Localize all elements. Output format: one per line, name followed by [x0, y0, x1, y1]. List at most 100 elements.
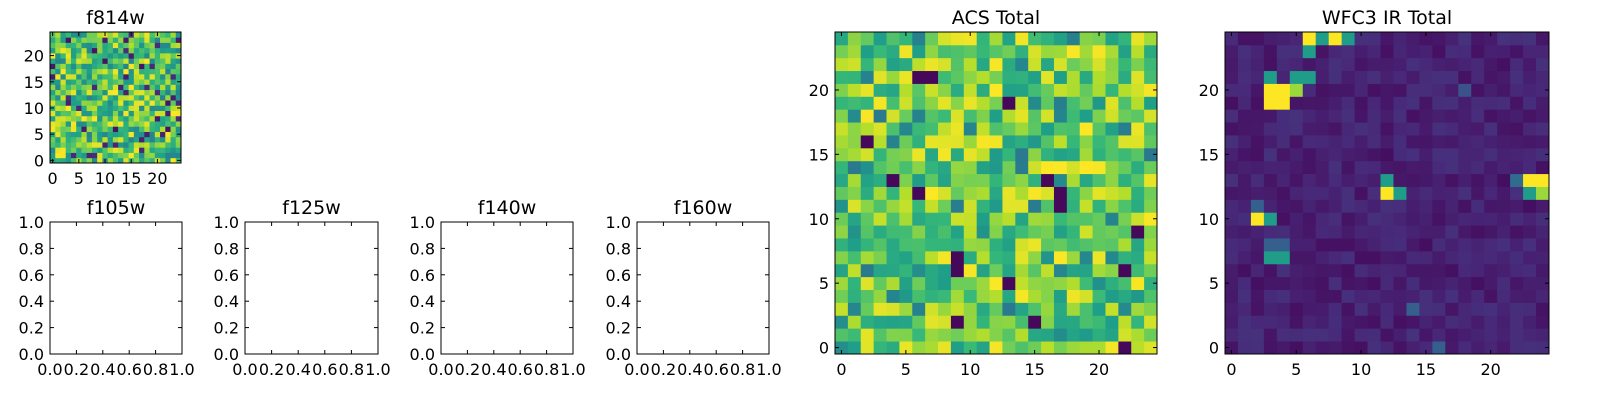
heatmap-cell [1471, 315, 1485, 329]
heatmap-cell [1015, 199, 1029, 213]
heatmap-cell [1367, 225, 1381, 239]
heatmap-cell [1041, 212, 1055, 226]
heatmap-cell [1484, 328, 1498, 342]
heatmap-cell [1445, 122, 1459, 136]
heatmap-cell [1419, 160, 1433, 175]
heatmap-cell [1354, 250, 1368, 265]
heatmap-cell [65, 58, 72, 64]
heatmap-cell [1445, 328, 1459, 342]
heatmap-cell [1406, 238, 1420, 252]
heatmap-cell [1458, 83, 1472, 97]
heatmap-cell [1341, 135, 1355, 149]
heatmap-cell [1250, 44, 1265, 59]
heatmap-cell [1015, 96, 1029, 110]
heatmap-cell [963, 341, 978, 355]
heatmap-cell [1289, 96, 1304, 110]
heatmap-cell [1144, 109, 1158, 123]
heatmap-cell [1237, 109, 1252, 123]
y-tick-label: 15 [1199, 145, 1219, 164]
heatmap-cell [1302, 289, 1317, 303]
heatmap-cell [1041, 302, 1055, 316]
heatmap-cell [1263, 302, 1278, 316]
heatmap-cell [1328, 276, 1343, 290]
heatmap-cell [912, 263, 926, 278]
heatmap-cell [1445, 199, 1459, 213]
heatmap-cell [1328, 328, 1343, 342]
heatmap-cell [1445, 315, 1459, 329]
heatmap-cell [97, 136, 103, 143]
heatmap-cell [70, 58, 77, 64]
heatmap-cell [170, 94, 177, 101]
heatmap-cell [86, 94, 93, 101]
heatmap-cell [1341, 83, 1355, 97]
heatmap-cell [1302, 263, 1317, 278]
x-tick-label: 0.8 [339, 360, 364, 379]
heatmap-cell [1510, 328, 1524, 342]
heatmap-cell [112, 37, 119, 43]
heatmap-cell [1302, 225, 1317, 239]
heatmap-cell [1079, 289, 1093, 303]
heatmap-cell [1015, 263, 1029, 278]
heatmap-cell [149, 79, 156, 85]
heatmap-cell [1536, 315, 1550, 329]
heatmap-cell [1302, 122, 1317, 136]
heatmap-cell [1445, 250, 1459, 265]
heatmap-cell [102, 142, 109, 148]
heatmap-cell [1053, 225, 1068, 239]
heatmap-cell [1289, 57, 1304, 72]
y-tick-label: 10 [24, 99, 44, 118]
heatmap-cell [1510, 225, 1524, 239]
heatmap-cell [1002, 328, 1016, 342]
heatmap-cell [1536, 96, 1550, 110]
heatmap-cell [149, 84, 156, 91]
heatmap-cell [91, 63, 98, 70]
heatmap-cell [1380, 83, 1394, 97]
heatmap-cell [65, 42, 72, 49]
axes-frame [636, 221, 770, 355]
heatmap-cell [1328, 70, 1343, 84]
heatmap-cell [91, 37, 98, 43]
heatmap-cell [847, 302, 862, 316]
heatmap-cell [1066, 122, 1081, 136]
heatmap-cell [912, 315, 926, 329]
heatmap-cell [1354, 122, 1368, 136]
heatmap-cell [1484, 83, 1498, 97]
heatmap-cell [1066, 109, 1081, 123]
heatmap-cell [1497, 57, 1511, 72]
y-tick-label: 15 [24, 73, 44, 92]
heatmap-cell [107, 84, 114, 91]
heatmap-cell [60, 37, 67, 43]
heatmap-cell [976, 135, 990, 149]
heatmap-cell [1105, 225, 1119, 239]
heatmap-cell [139, 79, 145, 85]
x-tick-label: 15 [1416, 360, 1436, 379]
heatmap-cell [1237, 135, 1252, 149]
heatmap-cell [1079, 225, 1093, 239]
heatmap-cell [1471, 263, 1485, 278]
heatmap-cell [1092, 32, 1106, 46]
heatmap-cell [847, 276, 862, 290]
heatmap-cell [86, 100, 93, 106]
heatmap-cell [70, 42, 77, 49]
heatmap-cell [1536, 135, 1550, 149]
heatmap-cell [1002, 199, 1016, 213]
heatmap-cell [1276, 44, 1291, 59]
heatmap-cell [112, 52, 119, 59]
heatmap-cell [97, 94, 103, 101]
heatmap-cell [86, 63, 93, 70]
heatmap-cell [118, 142, 124, 148]
heatmap-cell [81, 147, 88, 153]
heatmap-cell [112, 47, 119, 54]
heatmap-cell [55, 37, 61, 43]
heatmap-cell [81, 73, 88, 80]
heatmap-cell [1406, 199, 1420, 213]
heatmap-cell [912, 328, 926, 342]
heatmap-cell [1105, 328, 1119, 342]
heatmap-cell [1536, 44, 1550, 59]
y-tick-label: 20 [24, 47, 44, 66]
heatmap-cell [1302, 238, 1317, 252]
heatmap-cell [123, 147, 129, 153]
heatmap-cell [1432, 32, 1446, 46]
heatmap-cell [107, 147, 114, 153]
heatmap-cell [1471, 250, 1485, 265]
